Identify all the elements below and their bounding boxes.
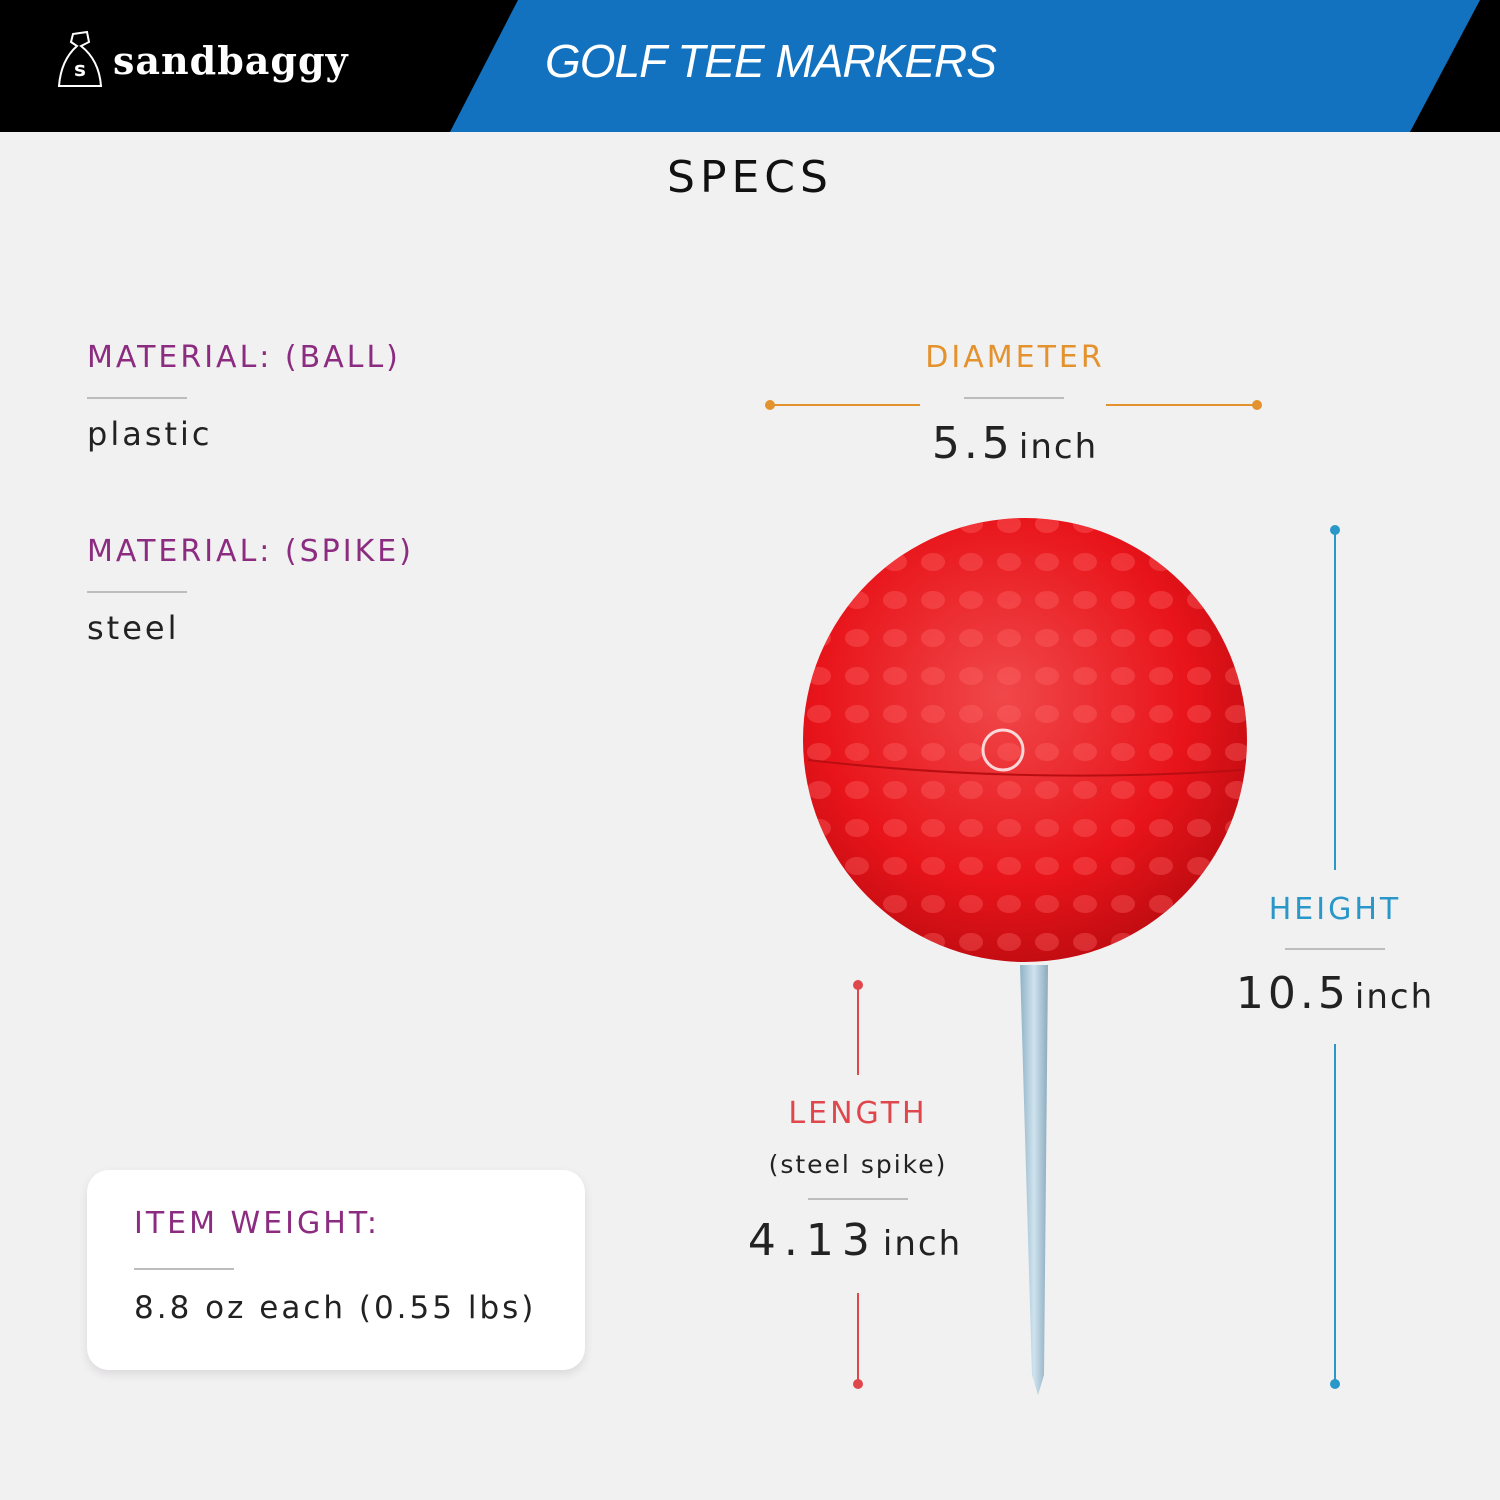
height-number: 10.5 [1235, 968, 1350, 1019]
height-value: 10.5 inch [1200, 968, 1470, 1019]
spec-label-spike: MATERIAL: (SPIKE) [87, 534, 414, 569]
diameter-endpoint [765, 400, 775, 410]
height-label: HEIGHT [1268, 892, 1402, 927]
svg-text:s: s [74, 57, 86, 81]
length-endpoint [853, 1379, 863, 1389]
divider [87, 591, 187, 593]
divider [964, 397, 1064, 399]
specs-tab [490, 132, 1010, 238]
page-title: GOLF TEE MARKERS [545, 35, 997, 87]
weight-card: ITEM WEIGHT: 8.8 oz each (0.55 lbs) [87, 1170, 585, 1370]
length-number: 4.13 [747, 1215, 878, 1266]
diameter-value: 5.5 inch [860, 418, 1170, 469]
weight-value: 8.8 oz each (0.55 lbs) [134, 1290, 537, 1326]
money-bag-icon: s [57, 30, 103, 87]
diameter-line-left [770, 404, 920, 406]
length-label: LENGTH [788, 1096, 928, 1131]
length-value: 4.13 inch [720, 1215, 990, 1266]
divider [134, 1268, 234, 1270]
diameter-label: DIAMETER [925, 340, 1105, 375]
diameter-endpoint [1252, 400, 1262, 410]
height-line-bottom [1334, 1044, 1336, 1384]
length-line-bottom [857, 1293, 859, 1383]
spec-value-spike: steel [87, 609, 180, 647]
divider [808, 1198, 908, 1200]
brand-name: sandbaggy [113, 37, 349, 83]
section-title: SPECS [667, 152, 833, 203]
title-banner [450, 0, 1480, 132]
brand-logo: s sandbaggy [55, 30, 349, 90]
diameter-line-right [1106, 404, 1256, 406]
divider [1285, 948, 1385, 950]
diameter-unit: inch [1018, 427, 1099, 467]
weight-label: ITEM WEIGHT: [134, 1206, 380, 1241]
length-line-top [857, 985, 859, 1075]
diameter-number: 5.5 [931, 418, 1014, 469]
height-unit: inch [1354, 977, 1435, 1017]
spec-value-ball: plastic [87, 415, 213, 453]
length-unit: inch [882, 1224, 963, 1264]
height-line-top [1334, 530, 1336, 870]
steel-spike [1020, 965, 1048, 1395]
golf-tee-marker-image [803, 518, 1247, 1395]
spec-label-ball: MATERIAL: (BALL) [87, 340, 401, 375]
height-endpoint [1330, 1379, 1340, 1389]
length-sublabel: (steel spike) [768, 1150, 948, 1179]
divider [87, 397, 187, 399]
